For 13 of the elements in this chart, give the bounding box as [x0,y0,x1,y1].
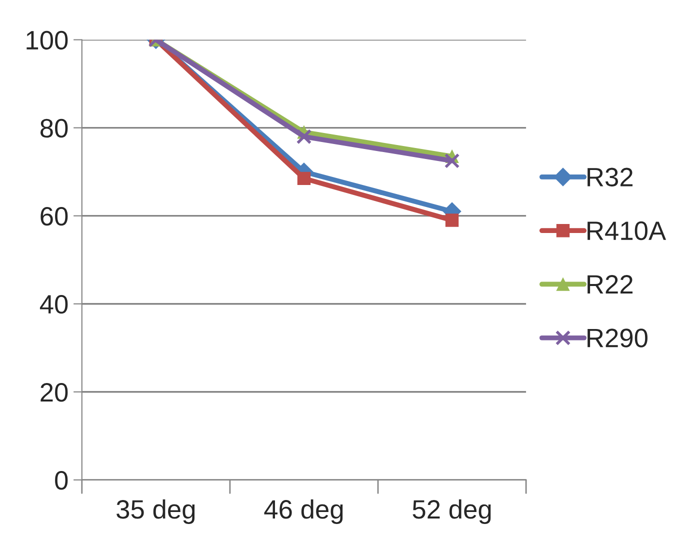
y-tick-label: 0 [55,471,68,490]
y-tick-label: 40 [40,294,68,314]
x-tick-label: 35 deg [116,499,195,524]
y-tick-label: 80 [40,118,68,138]
y-tick-label: 60 [40,206,68,226]
legend-label: R410A [588,221,666,240]
x-tick-label: 46 deg [264,499,343,524]
legend-label: R22 [588,275,633,294]
y-tick-label: 100 [26,30,68,50]
x-tick-label: 52 deg [412,499,491,524]
legend-label: R290 [588,328,648,348]
legend-label: R32 [588,168,633,186]
y-tick-label: 20 [40,383,68,402]
